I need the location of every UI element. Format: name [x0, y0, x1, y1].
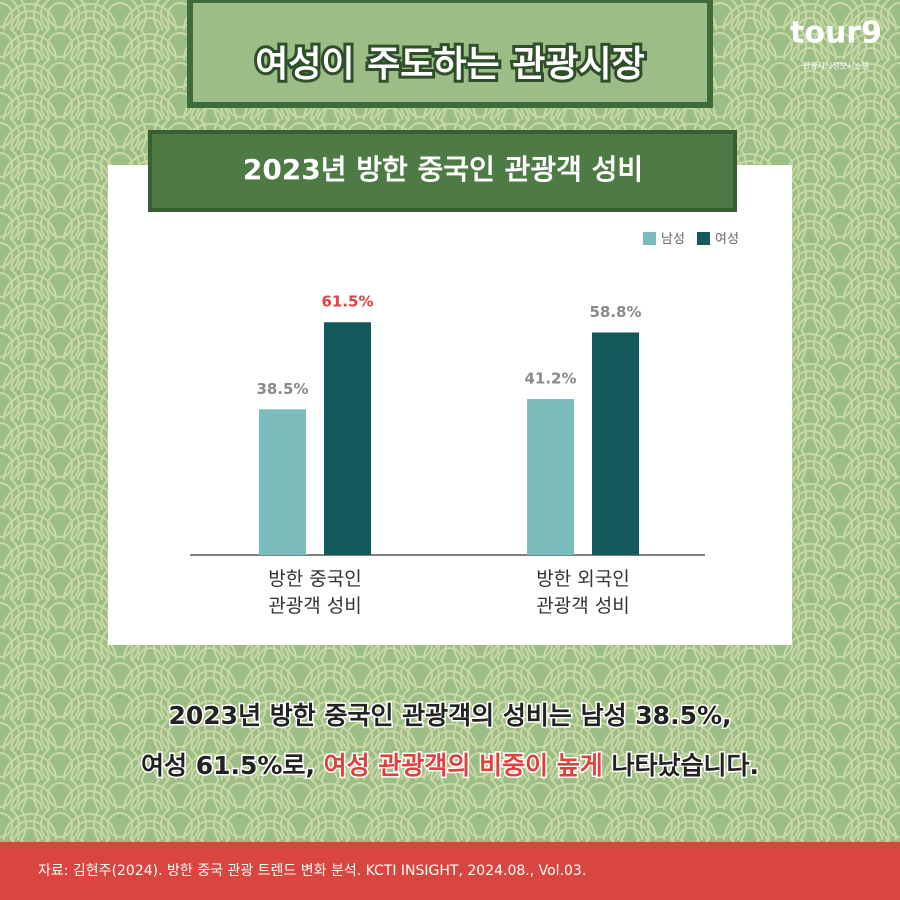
chart-title: 2023년 방한 중국인 관광객 성비 — [243, 153, 643, 186]
card — [108, 165, 792, 645]
caption-line: 여성 61.5%로, 여성 관광객의 비중이 높게 나타났습니다. — [0, 746, 900, 782]
title-frame — [187, 0, 713, 108]
x-tick-label: 방한 외국인 관광객 성비 — [536, 568, 630, 617]
bar — [527, 399, 574, 555]
legend-label: 남성 — [661, 232, 685, 247]
caption-part: 나타났습니다. — [602, 750, 761, 782]
value-label: 61.5% — [321, 293, 373, 311]
x-tick-label: 방한 중국인 관광객 성비 — [268, 568, 362, 617]
bar — [259, 409, 306, 555]
value-label: 58.8% — [589, 303, 641, 321]
caption-part: 여성 61.5%로, — [140, 750, 324, 782]
subtitle-banner — [148, 130, 737, 212]
legend-label: 여성 — [715, 232, 739, 247]
legend-swatch — [643, 232, 656, 245]
page-title: 여성이 주도하는 관광시장 — [255, 44, 644, 85]
logo-caption: 관광지식정보시스템 — [803, 61, 869, 71]
bar — [324, 322, 371, 555]
legend-swatch — [697, 232, 710, 245]
value-label: 41.2% — [524, 370, 576, 388]
logo: tour9 — [790, 16, 882, 51]
source: 자료: 김현주(2024). 방한 중국 관광 트렌드 변화 분석. KCTI … — [0, 842, 900, 900]
caption-line: 2023년 방한 중국인 관광객의 성비는 남성 38.5%, — [167, 700, 733, 732]
caption-highlight: 여성 관광객의 비중이 높게 — [322, 750, 604, 782]
value-label: 38.5% — [256, 380, 308, 398]
bar — [592, 332, 639, 555]
